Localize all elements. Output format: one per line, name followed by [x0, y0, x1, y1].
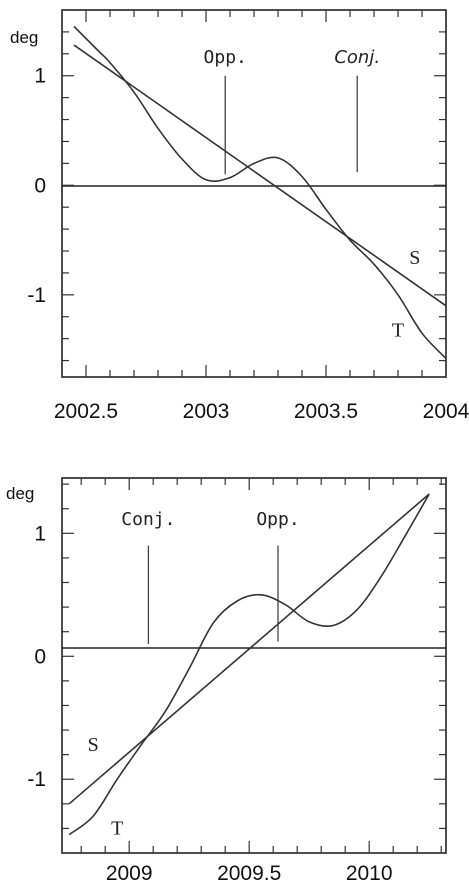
x-tick-label: 2009 [106, 862, 153, 885]
series-line-S [73, 44, 447, 307]
panel-bottom-minor-ticks [62, 478, 446, 854]
y-tick-label: -1 [27, 284, 46, 307]
panel-bottom-xtick-labels: 2009 2009.5 2010 [106, 862, 393, 885]
y-tick-label: 0 [34, 174, 46, 197]
panel-bottom-ylabel: deg [6, 484, 34, 503]
x-tick-label: 2003 [183, 400, 230, 423]
x-tick-label: 2009.5 [217, 862, 281, 885]
panel-bottom-series-labels: ST [88, 734, 124, 840]
panel-top-ylabel: deg [10, 28, 38, 47]
panel-bottom-ytick-labels: 1 0 -1 [27, 522, 46, 791]
series-label: T [111, 818, 123, 840]
x-tick-label: 2010 [346, 862, 393, 885]
event-label: Opp. [256, 509, 299, 530]
panel-top-frame [61, 9, 447, 378]
x-tick-label: 2003.5 [294, 400, 358, 423]
event-label: Opp. [204, 47, 247, 68]
panel-bottom-events: Conj. Opp. [121, 509, 300, 644]
y-tick-label: 1 [34, 65, 46, 88]
x-tick-label: 2004 [423, 400, 469, 423]
panel-bottom: deg 10-1 2009 2009.5 2010 Conj. Opp. ST [6, 477, 447, 885]
series-line-S [68, 493, 430, 805]
panel-top: deg 10-1 2002.5 2003 2003.5 2004 Opp. Conj. … [10, 9, 469, 423]
y-tick-label: 1 [34, 522, 46, 545]
y-tick-label: -1 [27, 768, 46, 791]
panel-top-series [73, 25, 447, 359]
series-line-T [68, 493, 430, 836]
panel-top-series-labels: ST [392, 247, 420, 341]
series-line-T [73, 25, 447, 359]
series-label: T [392, 319, 404, 341]
panel-top-xtick-labels: 2002.5 2003 2003.5 2004 [54, 400, 469, 423]
x-tick-label: 2002.5 [54, 400, 118, 423]
series-label: S [409, 247, 420, 269]
panel-bottom-series [68, 493, 430, 836]
event-label: Conj. [121, 509, 175, 530]
series-label: S [88, 734, 99, 756]
event-label: Conj. [334, 47, 380, 68]
panel-top-minor-ticks [61, 9, 447, 377]
panel-bottom-frame [61, 477, 447, 854]
panel-top-events: Opp. Conj. [204, 47, 380, 175]
y-tick-label: 0 [34, 645, 46, 668]
panel-top-ytick-labels: 1 0 -1 [27, 65, 46, 307]
